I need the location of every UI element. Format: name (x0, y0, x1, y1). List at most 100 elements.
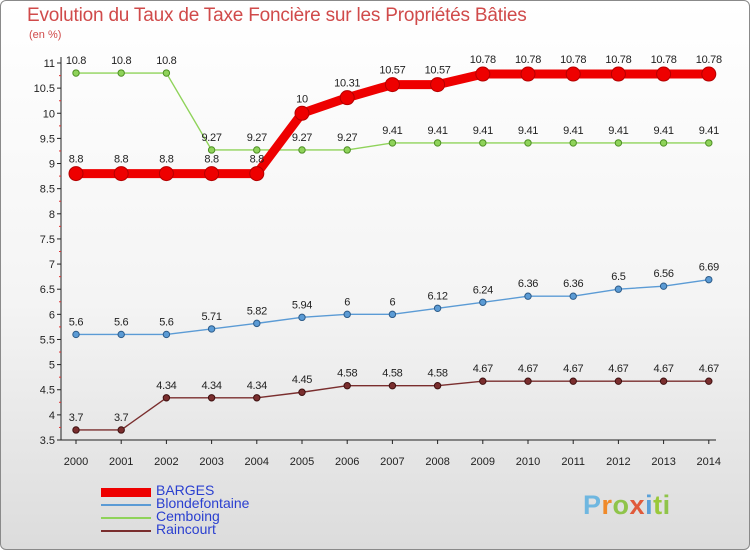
data-point (520, 66, 536, 82)
data-label: 5.71 (201, 311, 221, 323)
data-label: 8.8 (114, 154, 129, 166)
y-tick-label: 7 (49, 259, 55, 271)
series-raincourt: 3.7 3.7 4.34 4.34 4.34 4.45 4.58 4.58 4.58 4.67 4.… (69, 363, 719, 434)
data-label: 4.58 (427, 368, 447, 380)
data-label: 4.58 (382, 368, 402, 380)
x-tick-label: 2000 (64, 456, 88, 468)
data-label: 10.8 (66, 55, 86, 67)
data-label: 6.69 (699, 262, 719, 274)
series-blondefontaine: 5.6 5.6 5.6 5.71 5.82 5.94 6 6 6.12 6.24 6.36 6.36 6… (69, 262, 719, 339)
data-label: 5.94 (292, 299, 312, 311)
x-tick-label: 2007 (380, 456, 404, 468)
y-tick-label: 4.5 (40, 385, 55, 397)
data-label: 6 (389, 296, 395, 308)
data-label: 4.34 (247, 380, 267, 392)
x-tick-label: 2001 (109, 456, 133, 468)
data-label: 5.6 (159, 316, 174, 328)
legend-item: BARGES (101, 482, 361, 498)
x-tick-label: 2006 (335, 456, 359, 468)
data-label: 5.82 (247, 305, 267, 317)
data-point (162, 69, 171, 77)
data-point (117, 330, 125, 339)
data-point (298, 313, 306, 322)
x-tick-label: 2008 (425, 456, 449, 468)
data-label: 9.41 (427, 125, 447, 137)
data-point (524, 292, 532, 300)
y-tick-label: 6 (49, 309, 55, 321)
legend-label: Blondefontaine (156, 495, 250, 511)
legend-swatch (101, 487, 151, 497)
logo-letter: o (612, 490, 630, 520)
data-label: 10.78 (651, 54, 677, 66)
legend-label: Cemboing (156, 508, 220, 524)
data-point (68, 166, 84, 182)
data-label: 9.41 (563, 125, 583, 137)
data-point (479, 377, 487, 385)
data-point (479, 139, 487, 147)
y-tick-label: 10.5 (34, 83, 55, 95)
logo-letter: i (662, 490, 671, 520)
data-label: 10.78 (696, 54, 722, 66)
data-label: 6.36 (518, 278, 538, 290)
data-label: 8.8 (250, 154, 265, 166)
data-label: 9.41 (699, 125, 719, 137)
data-label: 4.67 (473, 363, 493, 375)
data-point (204, 166, 220, 182)
data-label: 3.7 (114, 412, 129, 424)
series-layer: 5.6 5.6 5.6 5.71 5.82 5.94 6 6 6.12 6.24 6.36 6.36 6… (66, 54, 722, 434)
data-point (705, 139, 713, 147)
data-label: 4.67 (653, 363, 673, 375)
data-label: 10.57 (379, 65, 405, 77)
data-point (569, 139, 577, 147)
data-point (701, 66, 717, 82)
legend-label: BARGES (156, 482, 215, 498)
data-point (162, 394, 171, 402)
data-point (569, 292, 577, 300)
data-label: 6.36 (563, 278, 583, 290)
data-point (388, 382, 397, 390)
y-tick-label: 5 (49, 360, 55, 372)
data-point (430, 77, 446, 93)
data-label: 6.56 (653, 268, 673, 280)
data-point (705, 275, 713, 284)
legend-swatch (101, 504, 151, 506)
x-tick-label: 2012 (606, 456, 630, 468)
data-label: 4.34 (156, 380, 176, 392)
legend-item: Raincourt (101, 521, 361, 537)
y-tick-label: 11 (44, 58, 55, 70)
data-label: 9.41 (473, 125, 493, 137)
data-label: 4.67 (563, 363, 583, 375)
data-label: 4.67 (699, 363, 719, 375)
chart-title: Evolution du Taux de Taxe Foncière sur l… (27, 5, 527, 26)
legend-swatch (101, 530, 151, 532)
data-point (524, 377, 532, 385)
data-point (117, 426, 125, 434)
x-tick-label: 2002 (154, 456, 178, 468)
data-point (298, 146, 306, 154)
data-label: 10.78 (470, 54, 496, 66)
data-point (343, 310, 351, 319)
data-point (158, 166, 174, 182)
data-point (253, 319, 261, 328)
logo-letter: t (653, 490, 663, 520)
y-tick-label: 9.5 (40, 133, 55, 145)
data-label: 9.41 (608, 125, 628, 137)
data-point (433, 304, 442, 313)
data-label: 8.8 (69, 154, 84, 166)
data-point (253, 394, 261, 402)
data-label: 10 (296, 93, 308, 105)
data-point (705, 377, 713, 385)
data-point (614, 139, 623, 147)
data-point (524, 139, 532, 147)
data-label: 10.57 (425, 65, 451, 77)
x-tick-label: 2014 (697, 456, 721, 468)
data-point (659, 377, 668, 385)
data-point (162, 330, 171, 339)
logo-letter: x (629, 490, 646, 520)
data-label: 4.58 (337, 368, 357, 380)
data-point (117, 69, 125, 77)
data-label: 10.31 (334, 78, 360, 90)
data-label: 6.5 (611, 271, 626, 283)
legend-label: Raincourt (156, 521, 216, 537)
